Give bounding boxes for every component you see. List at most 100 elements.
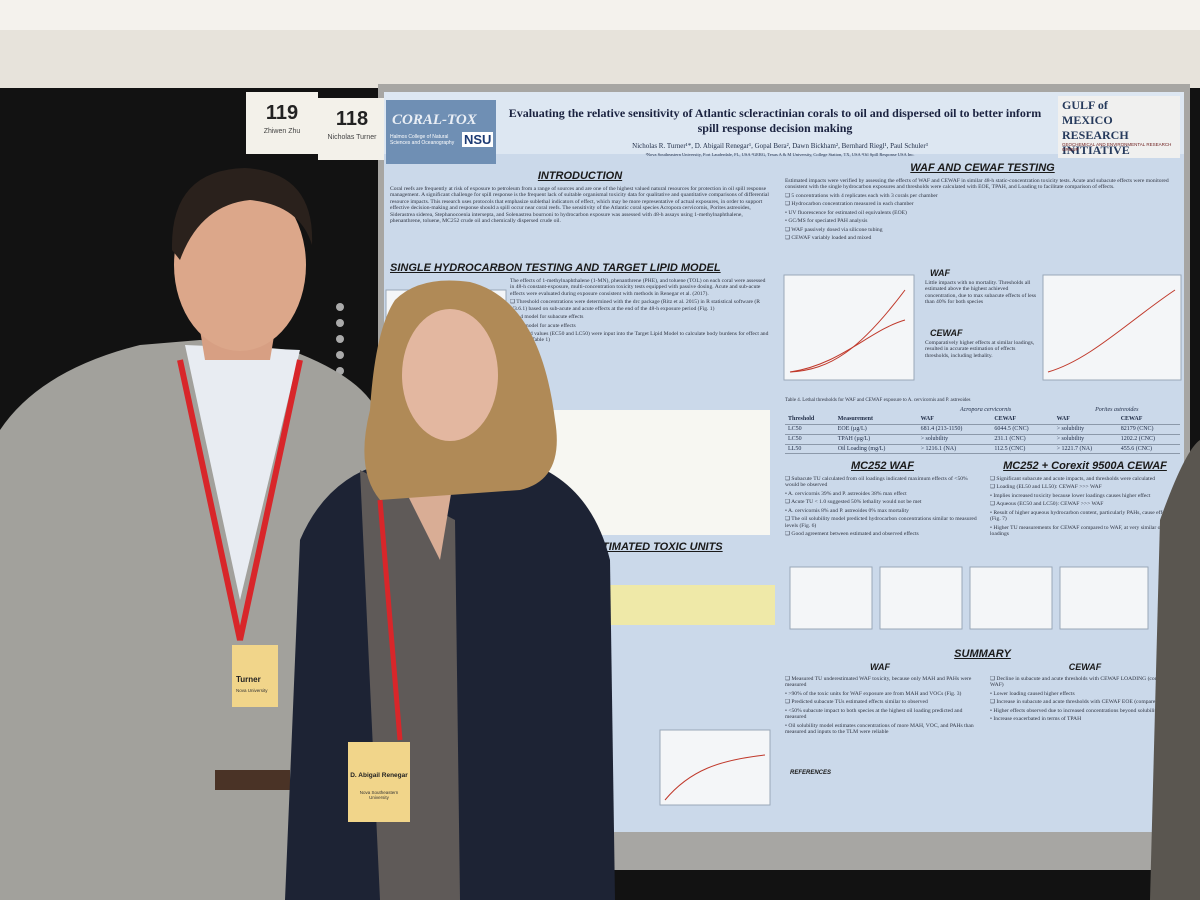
summary-heading: CEWAF — [1068, 662, 1102, 672]
section-heading: INTRODUCTION — [537, 170, 623, 182]
figure-note: Little impacts with no mortality. Thresh… — [925, 280, 1037, 306]
text-line: ❑ Increase in subacute and acute thresho… — [990, 699, 1179, 706]
text-line: ❑ Significant subacute and acute impacts… — [990, 476, 1155, 482]
text-line: • Increase exacerbated in terms of TPAH — [990, 716, 1082, 723]
bystander — [1150, 440, 1200, 900]
logo-caption: Halmos College of Natural Sciences and O… — [390, 134, 455, 146]
text-line: ❑ Subacute TU calculated from oil loadin… — [785, 476, 968, 489]
text-line: The effects of 1-methylnaphthalene (1-MN… — [510, 278, 766, 297]
text-line: Estimated impacts were verified by asses… — [785, 178, 1169, 191]
text-line: ❑ The oil solubility model predicted hyd… — [785, 516, 977, 529]
table-cell: > solubility — [1053, 434, 1118, 445]
table-cell: 1202.2 (CNC) — [1117, 434, 1180, 445]
name-tag-org: Nova University — [236, 688, 268, 693]
figure-curves — [664, 289, 1176, 801]
table-header: CEWAF — [1117, 414, 1180, 425]
man-belt — [215, 770, 290, 790]
ceiling-light — [0, 0, 1200, 30]
table-row: LC50 EOE (µg/L) 681.4 (213-1150) 6044.5 (CN… — [785, 424, 1180, 435]
logo-text: NSU — [462, 132, 494, 147]
table-header: Threshold — [785, 414, 835, 425]
table-cell: LC50 — [785, 434, 835, 445]
section-heading: MC252 WAF — [851, 460, 914, 472]
poster-header — [384, 92, 1184, 154]
table-header: Measurement — [834, 414, 918, 425]
table-cell: > solubility — [1053, 424, 1118, 435]
lanyard — [177, 359, 303, 641]
board-name: Zhiwen Zhu — [263, 128, 301, 135]
name-tag — [348, 742, 410, 822]
table-cell: LL50 — [785, 444, 835, 455]
summary-body: ❑ Measured TU underestimated WAF toxicit… — [785, 676, 975, 737]
section-heading: MC252 + Corexit 9500A CEWAF — [1003, 460, 1167, 472]
name-tag-text: Turner — [236, 675, 261, 684]
table-cell: 455.6 (CNC) — [1117, 444, 1180, 455]
section-heading: WAF AND CEWAF TESTING — [910, 162, 1055, 174]
text-line: • GC/MS for speciated PAH analysis — [785, 218, 868, 225]
table-cell: 112.5 (CNC) — [991, 444, 1054, 455]
species-name: Acropora cervicornis — [959, 407, 1012, 413]
man-head — [174, 179, 306, 351]
text-line: ❑ Hydrocarbon concentration measured in … — [785, 201, 914, 208]
table-row: LL50 Oil Loading (mg/L) > 1216.1 (NA) 112.5… — [785, 444, 1180, 455]
man-suit — [0, 340, 385, 900]
section-heading: REFERENCES — [790, 770, 832, 776]
board-name: Nicholas Turner — [327, 134, 377, 141]
section-heading: ESTIMATED TOXIC UNITS — [587, 541, 723, 553]
table-cell: 681.4 (213-1150) — [917, 424, 992, 435]
text-line: ❑ WAF passively dosed via silicone tubin… — [785, 226, 883, 233]
logo-right-box — [1058, 96, 1180, 158]
table-header: CEWAF — [991, 414, 1054, 425]
text-line: ❑ Aqueous (EC50 and LC50): CEWAF >>> WAF — [990, 501, 1104, 508]
man-hair — [171, 168, 313, 260]
figure-note: Comparatively higher effects at similar … — [925, 340, 1035, 359]
board-card — [318, 98, 384, 160]
figure-heading: WAF — [930, 268, 950, 278]
text-line: Coral reefs are frequently at risk of ex… — [390, 186, 769, 225]
figure-heading: CEWAF — [930, 328, 963, 338]
logo-text: GULF of MEXICO RESEARCH INITIATIVE — [1062, 98, 1130, 157]
name-tag-text: D. Abigail Renegar — [350, 772, 408, 779]
figure-panels — [385, 274, 1182, 806]
section-body: Estimated impacts were verified by asses… — [785, 178, 1180, 243]
text-line: • UV fluorescence for estimated oil equi… — [785, 209, 907, 216]
table-row: Threshold Measurement WAF CEWAF WAF CEWAF — [785, 414, 1180, 425]
logo-text: CORAL-TOX — [392, 112, 477, 128]
text-line: ❑ Measured TU underestimated WAF toxicit… — [785, 676, 972, 689]
poster-title: Evaluating the relative sensitivity of A… — [508, 106, 1042, 135]
section-body: Coral reefs are frequently at risk of ex… — [390, 186, 770, 227]
man-shirt — [185, 345, 300, 600]
summary-body: ❑ Decline in subacute and acute threshol… — [990, 676, 1180, 725]
table-cell: LC50 — [785, 424, 835, 435]
poster-affiliations: ¹Nova Southeastern University, Fort Laud… — [645, 152, 915, 157]
section-heading: SINGLE HYDROCARBON TESTING AND TARGET LI… — [390, 262, 721, 274]
text-line: ❑ Predicted subacute TUs estimated effec… — [785, 699, 928, 706]
section-body: ❑ Significant subacute and acute impacts… — [990, 476, 1180, 539]
logo-caption: GEOCHEMICAL AND ENVIRONMENTAL RESEARCH G… — [1062, 142, 1172, 152]
text-line: ❑ Decline in subacute and acute threshol… — [990, 676, 1178, 689]
text-line: ❑ Threshold concentrations were determin… — [510, 299, 761, 312]
table-cell: TPAH (µg/L) — [834, 434, 918, 445]
name-tag-org: Nova Southeastern University — [359, 790, 399, 800]
table-cell: > 1221.7 (NA) — [1053, 444, 1118, 455]
text-line: • A. cervicornis 8% and P. astreoides 0%… — [785, 507, 909, 514]
table-header: WAF — [917, 414, 992, 425]
text-line: ❑ Acute TU < 1.0 suggested 50% lethality… — [785, 499, 922, 506]
table-row: LC50 TPAH (µg/L) > solubility 231.1 (CNC) > … — [785, 434, 1180, 445]
section-body: ❑ Subacute TU calculated from oil loadin… — [785, 476, 980, 539]
poster-authors: Nicholas R. Turner¹*, D. Abigail Renegar… — [632, 142, 928, 150]
section-heading: SUMMARY — [954, 648, 1011, 660]
table-cell: Oil Loading (mg/L) — [834, 444, 918, 455]
board-card — [246, 92, 318, 154]
text-line: • Higher TU measurements for CEWAF compa… — [990, 524, 1164, 537]
text-line: ❑ 5 concentrations with 4 replicates eac… — [785, 192, 938, 199]
text-line: • Result of higher aqueous hydrocarbon c… — [990, 509, 1171, 523]
board-number: 118 — [335, 108, 369, 130]
board-number: 119 — [265, 102, 299, 124]
data-table: Acropora cervicornis Porites astreoides Th… — [785, 406, 1180, 455]
lanyard — [377, 499, 403, 741]
